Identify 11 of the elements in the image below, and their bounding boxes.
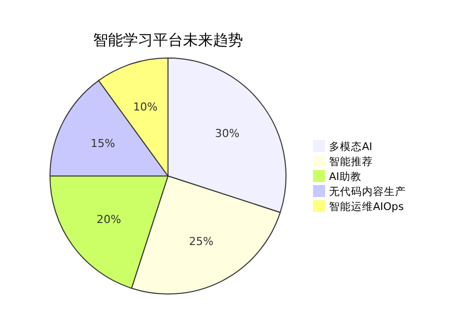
data-label: 30% — [214, 127, 240, 140]
legend-label: AI助教 — [329, 170, 362, 183]
legend-label: 智能推荐 — [329, 155, 373, 168]
data-label: 20% — [96, 213, 122, 226]
data-label: 10% — [133, 100, 158, 114]
data-label: 25% — [188, 235, 214, 248]
data-label: 15% — [90, 136, 116, 150]
chart-title: 智能学习平台未来趋势 — [93, 31, 243, 49]
legend-label: 无代码内容生产 — [329, 185, 406, 198]
slice-label: 多模态AI — [329, 140, 372, 153]
legend-label: 智能运维AIOps — [329, 200, 404, 213]
